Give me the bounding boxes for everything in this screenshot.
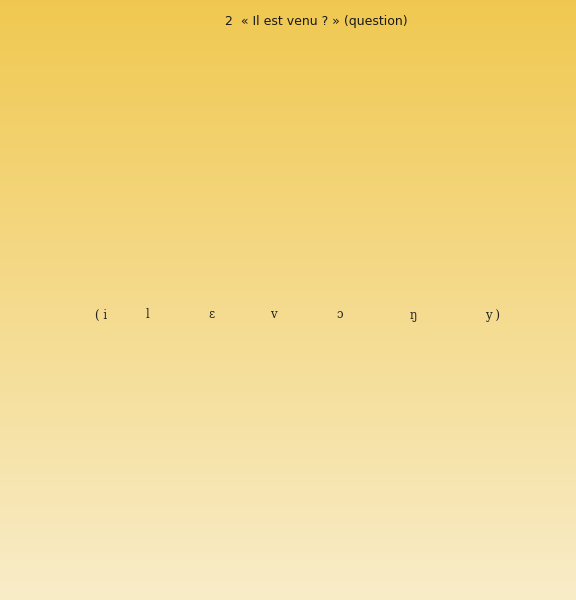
Text: ɔ: ɔ xyxy=(336,308,343,322)
Text: l: l xyxy=(146,308,149,322)
Text: ŋ: ŋ xyxy=(410,308,417,322)
Text: ɛ: ɛ xyxy=(209,308,215,322)
Text: Hz: Hz xyxy=(17,0,32,13)
Text: dB: dB xyxy=(16,310,33,323)
Text: v: v xyxy=(270,308,276,322)
Text: y ): y ) xyxy=(485,308,500,322)
Text: ( i: ( i xyxy=(94,308,107,322)
Text: 2  « Il est venu ? » (question): 2 « Il est venu ? » (question) xyxy=(225,15,408,28)
